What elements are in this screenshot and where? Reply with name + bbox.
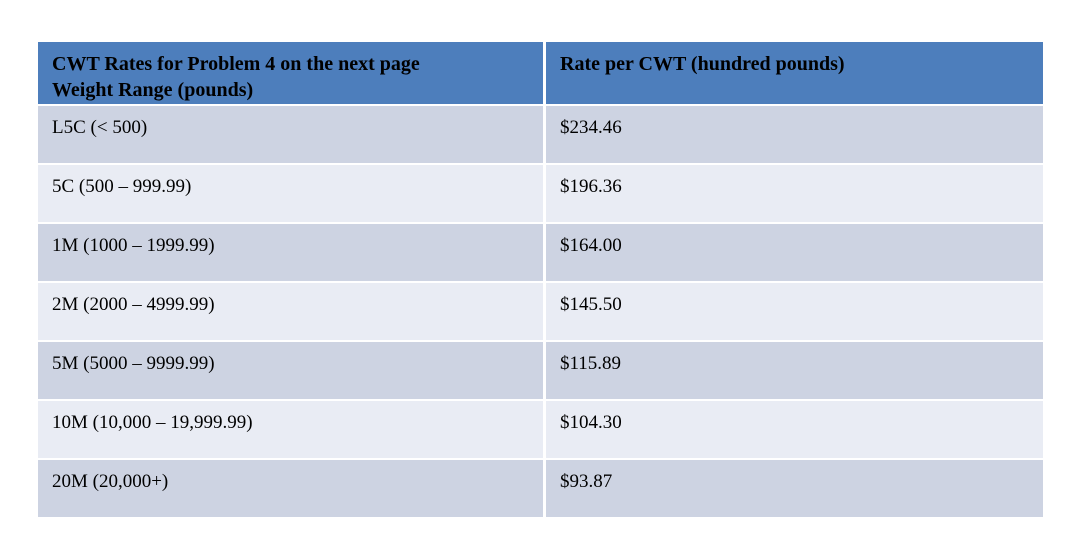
weight-range-value: 5C (500 – 999.99) [52, 176, 192, 197]
weight-range-cell: 20M (20,000+) [38, 460, 543, 517]
header-weight-line2: Weight Range (pounds) [52, 79, 254, 101]
rate-cell: $164.00 [546, 224, 1043, 281]
rate-cell: $234.46 [546, 106, 1043, 163]
rate-value: $104.30 [560, 412, 622, 433]
cwt-rates-table: CWT Rates for Problem 4 on the next page… [38, 42, 1043, 517]
weight-range-cell: 5C (500 – 999.99) [38, 165, 543, 222]
rate-cell: $196.36 [546, 165, 1043, 222]
weight-range-cell: 10M (10,000 – 19,999.99) [38, 401, 543, 458]
rate-cell: $115.89 [546, 342, 1043, 399]
rate-cell: $93.87 [546, 460, 1043, 517]
rate-cell: $104.30 [546, 401, 1043, 458]
header-rate-label: Rate per CWT (hundred pounds) [560, 53, 845, 75]
weight-range-cell: 2M (2000 – 4999.99) [38, 283, 543, 340]
rate-value: $93.87 [560, 471, 613, 492]
rate-value: $145.50 [560, 294, 622, 315]
rate-value: $115.89 [560, 353, 622, 374]
rate-value: $234.46 [560, 117, 622, 138]
weight-range-value: L5C (< 500) [52, 117, 148, 138]
header-weight-line1: CWT Rates for Problem 4 on the next page [52, 53, 420, 75]
header-cell-weight-range: CWT Rates for Problem 4 on the next page… [38, 42, 543, 104]
header-cell-rate: Rate per CWT (hundred pounds) [546, 42, 1043, 104]
rate-cell: $145.50 [546, 283, 1043, 340]
weight-range-value: 1M (1000 – 1999.99) [52, 235, 215, 256]
weight-range-value: 2M (2000 – 4999.99) [52, 294, 215, 315]
weight-range-value: 20M (20,000+) [52, 471, 169, 492]
weight-range-value: 5M (5000 – 9999.99) [52, 353, 215, 374]
weight-range-cell: 1M (1000 – 1999.99) [38, 224, 543, 281]
rate-value: $164.00 [560, 235, 622, 256]
weight-range-cell: L5C (< 500) [38, 106, 543, 163]
weight-range-cell: 5M (5000 – 9999.99) [38, 342, 543, 399]
weight-range-value: 10M (10,000 – 19,999.99) [52, 412, 253, 433]
rate-value: $196.36 [560, 176, 622, 197]
